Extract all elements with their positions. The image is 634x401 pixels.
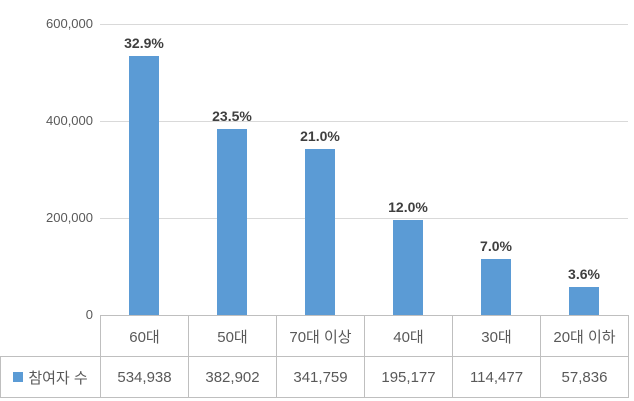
bar-column-60dae: 32.9% xyxy=(100,24,188,315)
bar-percent-label: 32.9% xyxy=(124,35,164,51)
data-table: 60대 50대 70대 이상 40대 30대 20대 이하 참여자 수 534,… xyxy=(0,315,629,398)
category-cell: 20대 이하 xyxy=(540,315,629,357)
value-cell: 534,938 xyxy=(100,356,189,398)
gridline-600000 xyxy=(100,24,628,25)
table-corner-cell xyxy=(1,316,101,357)
y-tick-0: 0 xyxy=(85,307,93,322)
plot-area: 32.9% 23.5% 21.0% 12.0% 7.0% 3.6% xyxy=(100,24,628,315)
value-cell: 195,177 xyxy=(364,356,453,398)
value-cell: 57,836 xyxy=(540,356,629,398)
bar-column-70dae-isang: 21.0% xyxy=(276,24,364,315)
gridline-200000 xyxy=(100,218,628,219)
category-cell: 30대 xyxy=(452,315,541,357)
category-cell: 40대 xyxy=(364,315,453,357)
bar-40dae xyxy=(393,220,423,315)
y-tick-400000: 400,000 xyxy=(46,113,93,128)
bar-60dae xyxy=(129,56,159,315)
bar-50dae xyxy=(217,129,247,315)
y-tick-600000: 600,000 xyxy=(46,16,93,31)
category-cell: 50대 xyxy=(188,315,277,357)
bar-column-50dae: 23.5% xyxy=(188,24,276,315)
bar-percent-label: 21.0% xyxy=(300,128,340,144)
category-cell: 60대 xyxy=(100,315,189,357)
bar-percent-label: 23.5% xyxy=(212,108,252,124)
value-cell: 382,902 xyxy=(188,356,277,398)
legend-cell: 참여자 수 xyxy=(0,356,101,398)
bar-percent-label: 7.0% xyxy=(480,238,512,254)
value-cell: 341,759 xyxy=(276,356,365,398)
value-row: 참여자 수 534,938 382,902 341,759 195,177 11… xyxy=(0,356,629,398)
bar-percent-label: 12.0% xyxy=(388,199,428,215)
bar-percent-label: 3.6% xyxy=(568,266,600,282)
bar-70dae-isang xyxy=(305,149,335,315)
y-tick-200000: 200,000 xyxy=(46,210,93,225)
legend-color-swatch-icon xyxy=(13,371,24,382)
gridline-400000 xyxy=(100,121,628,122)
value-cell: 114,477 xyxy=(452,356,541,398)
bar-20dae-iha xyxy=(569,287,599,315)
category-row: 60대 50대 70대 이상 40대 30대 20대 이하 xyxy=(1,315,629,357)
category-cell: 70대 이상 xyxy=(276,315,365,357)
bar-column-20dae-iha: 3.6% xyxy=(540,24,628,315)
bar-column-40dae: 12.0% xyxy=(364,24,452,315)
bar-column-30dae: 7.0% xyxy=(452,24,540,315)
legend-label: 참여자 수 xyxy=(28,369,88,387)
bar-30dae xyxy=(481,259,511,315)
